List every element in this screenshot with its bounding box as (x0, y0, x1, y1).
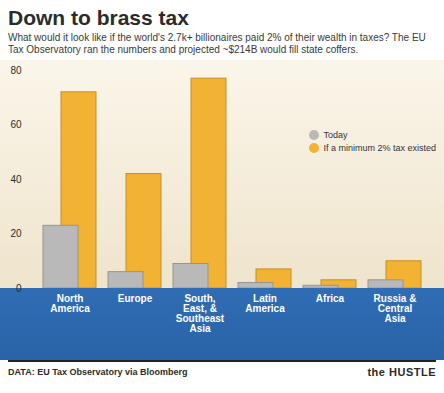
svg-text:80: 80 (10, 65, 22, 76)
html-text:the HUSTLE: the HUSTLE (367, 366, 436, 378)
svg-text:60: 60 (10, 119, 22, 130)
html-text:Today: Today (323, 130, 348, 140)
html-text:Down to brass tax: Down to brass tax (8, 6, 189, 29)
svg-text:Europe: Europe (118, 293, 153, 304)
svg-text:NorthAmerica: NorthAmerica (50, 293, 90, 314)
html-text:What would it look like if the: What would it look like if the world's 2… (8, 32, 426, 55)
svg-text:LatinAmerica: LatinAmerica (245, 293, 285, 314)
svg-text:Russia &CentralAsia: Russia &CentralAsia (374, 293, 417, 324)
html-text:If a minimum 2% tax existed: If a minimum 2% tax existed (323, 143, 436, 153)
html-text:DATA: EU Tax Observatory via B: DATA: EU Tax Observatory via Bloomberg (8, 367, 188, 377)
svg-text:20: 20 (10, 228, 22, 239)
svg-text:0: 0 (16, 283, 22, 294)
svg-text:South,East, &SoutheastAsia: South,East, &SoutheastAsia (176, 293, 225, 334)
svg-text:40: 40 (10, 174, 22, 185)
svg-text:Africa: Africa (316, 293, 345, 304)
